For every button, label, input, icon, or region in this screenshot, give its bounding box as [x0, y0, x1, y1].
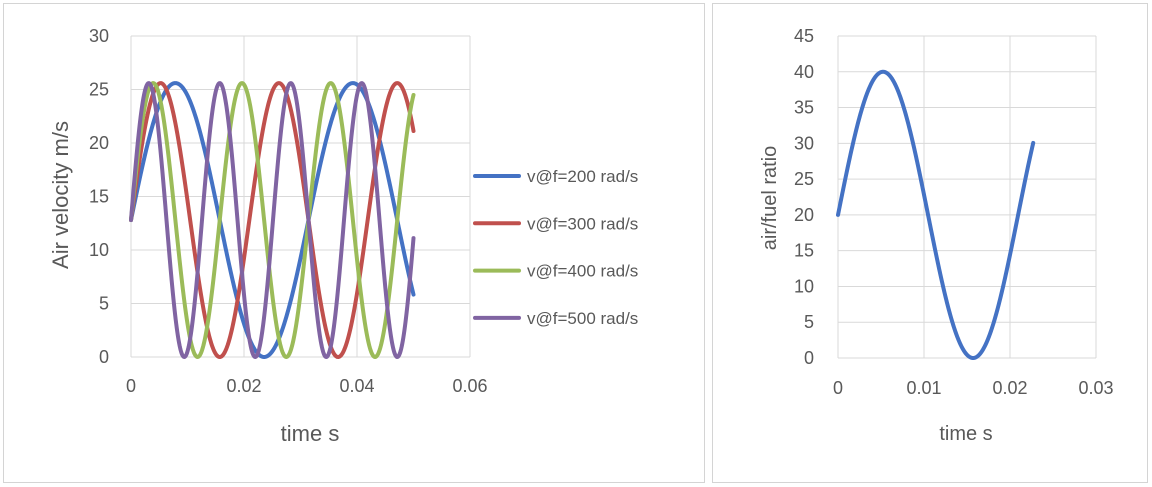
right-x-tick-label: 0.02: [992, 378, 1027, 398]
left-y-tick-label: 25: [89, 80, 109, 100]
velocity-y-axis-title: Air velocity m/s: [48, 121, 73, 269]
left-series-line-1: [129, 81, 416, 359]
legend-label-2: v@f=400 rad/s: [527, 262, 638, 281]
velocity-x-axis-title: time s: [281, 421, 340, 446]
left-x-tick-label: 0.04: [339, 376, 374, 396]
left-x-tick-label: 0.06: [452, 376, 487, 396]
left-x-tick-label: 0.02: [226, 376, 261, 396]
left-y-tick-label: 10: [89, 240, 109, 260]
right-y-tick-label: 35: [794, 98, 814, 118]
air-fuel-x-axis-title: time s: [939, 423, 992, 445]
right-y-tick-label: 20: [794, 205, 814, 225]
right-y-tick-label: 30: [794, 133, 814, 153]
right-y-tick-label: 15: [794, 241, 814, 261]
left-x-tick-label: 0: [126, 376, 136, 396]
legend-label-1: v@f=300 rad/s: [527, 214, 638, 233]
air-fuel-y-axis-title: air/fuel ratio: [759, 146, 781, 251]
velocity-legend: v@f=200 rad/s v@f=300 rad/s v@f=400 rad/s v…: [473, 167, 638, 328]
left-series-line-2: [129, 81, 416, 359]
right-y-tick-label: 10: [794, 276, 814, 296]
right-y-tick-label: 45: [794, 26, 814, 46]
left-series-line-3: [129, 81, 416, 359]
right-x-tick-label: 0.03: [1078, 378, 1113, 398]
air-fuel-chart-panel: [712, 3, 1148, 483]
left-y-tick-label: 5: [99, 294, 109, 314]
left-y-tick-label: 0: [99, 347, 109, 367]
right-x-tick-label: 0: [833, 378, 843, 398]
right-y-tick-label: 40: [794, 62, 814, 82]
right-y-tick-label: 25: [794, 169, 814, 189]
right-y-tick-label: 5: [804, 312, 814, 332]
right-x-tick-label: 0.01: [906, 378, 941, 398]
right-y-tick-label: 0: [804, 348, 814, 368]
left-y-tick-label: 20: [89, 133, 109, 153]
left-y-tick-label: 15: [89, 187, 109, 207]
legend-label-3: v@f=500 rad/s: [527, 309, 638, 328]
left-y-tick-label: 30: [89, 26, 109, 46]
right-series-line-0: [836, 69, 1036, 360]
legend-label-0: v@f=200 rad/s: [527, 167, 638, 186]
